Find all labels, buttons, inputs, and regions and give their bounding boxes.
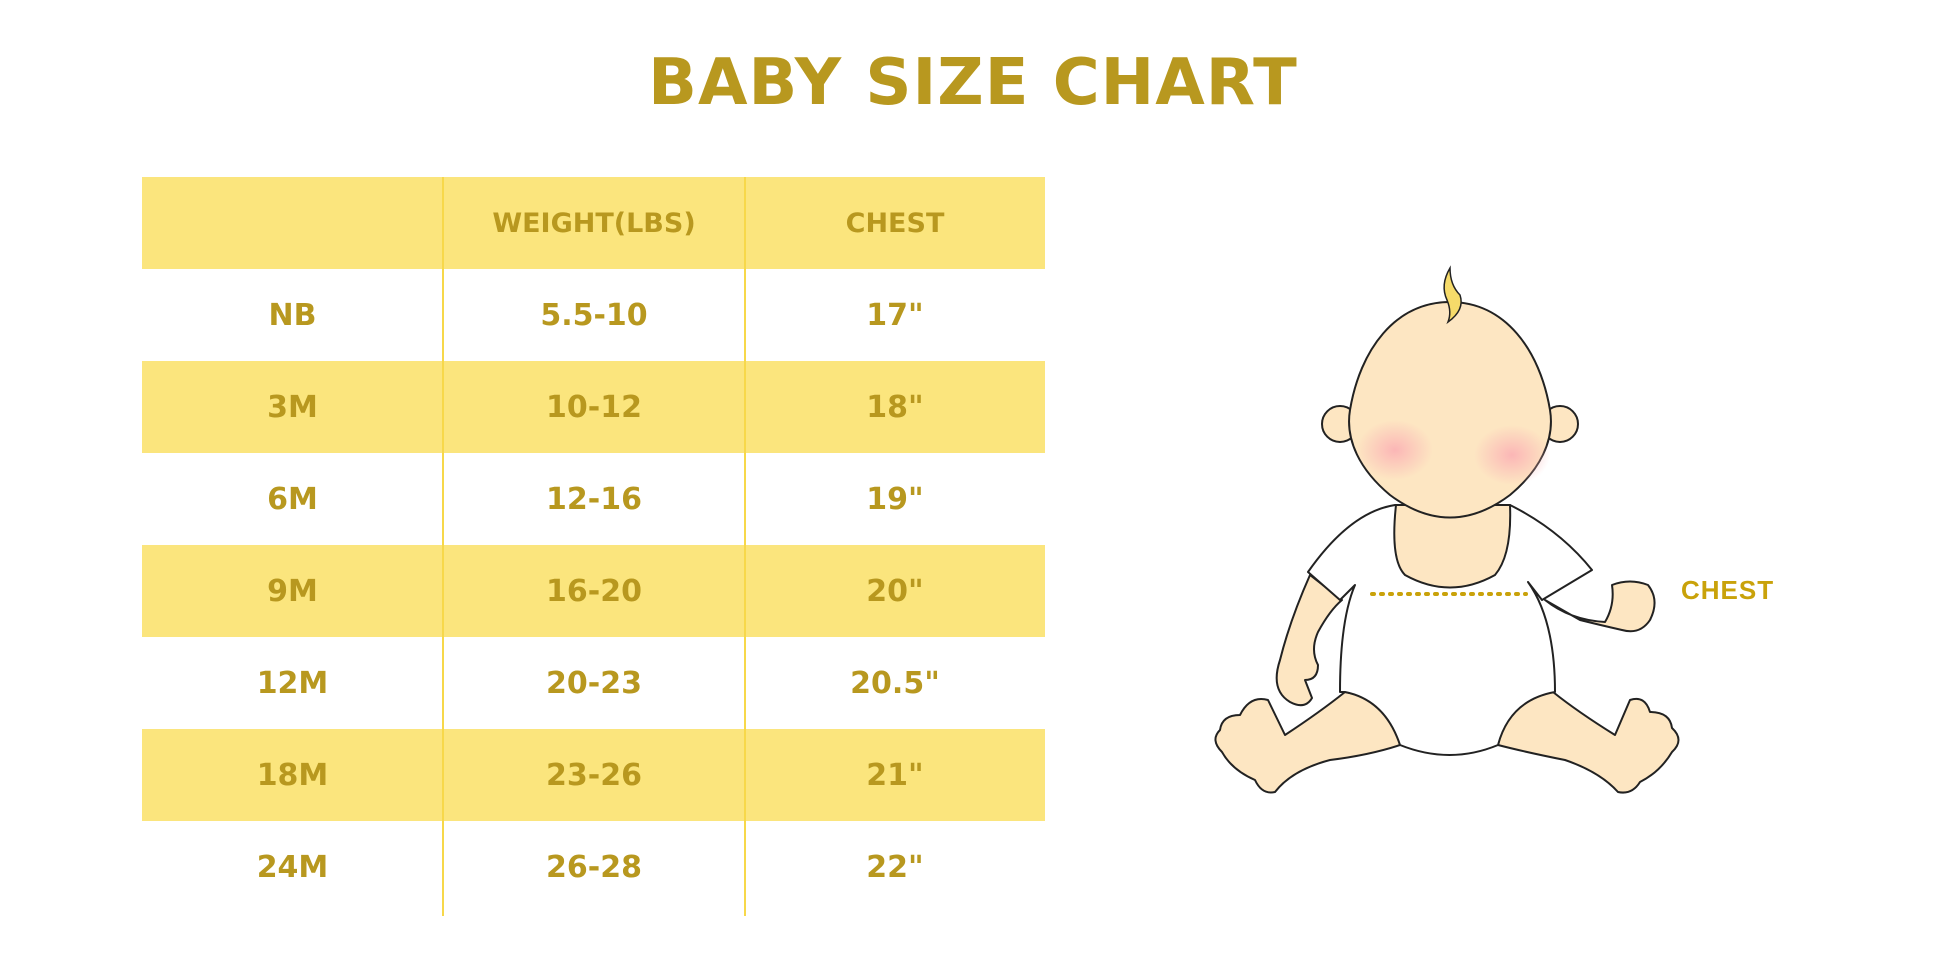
weight-cell: 16-20	[546, 573, 642, 609]
table-row: 12M 20-23 20.5"	[142, 637, 1045, 729]
column-divider	[442, 177, 444, 916]
table-row: 6M 12-16 19"	[142, 453, 1045, 545]
table-row: 24M 26-28 22"	[142, 821, 1045, 913]
size-cell: 9M	[267, 573, 318, 609]
size-table: WEIGHT(LBS) CHEST NB 5.5-10 17" 3M 10-12…	[142, 177, 1045, 913]
chest-cell: 19"	[866, 481, 924, 517]
page-title: BABY SIZE CHART	[648, 46, 1298, 120]
table-row: NB 5.5-10 17"	[142, 269, 1045, 361]
header-chest: CHEST	[845, 207, 945, 239]
weight-cell: 12-16	[546, 481, 642, 517]
size-cell: 18M	[256, 757, 329, 793]
chest-cell: 21"	[866, 757, 924, 793]
size-cell: 24M	[256, 849, 329, 885]
column-divider	[744, 177, 746, 916]
chest-cell: 18"	[866, 389, 924, 425]
weight-cell: 26-28	[546, 849, 642, 885]
table-row: 3M 10-12 18"	[142, 361, 1045, 453]
table-row: 18M 23-26 21"	[142, 729, 1045, 821]
weight-cell: 5.5-10	[540, 297, 648, 333]
table-header-row: WEIGHT(LBS) CHEST	[142, 177, 1045, 269]
table-row: 9M 16-20 20"	[142, 545, 1045, 637]
chest-cell: 20"	[866, 573, 924, 609]
chest-label: CHEST	[1681, 575, 1775, 605]
size-cell: 6M	[267, 481, 318, 517]
size-cell: NB	[268, 297, 317, 333]
weight-cell: 20-23	[546, 665, 642, 701]
size-cell: 12M	[256, 665, 329, 701]
size-cell: 3M	[267, 389, 318, 425]
chest-cell: 17"	[866, 297, 924, 333]
chest-cell: 20.5"	[850, 665, 940, 701]
header-weight: WEIGHT(LBS)	[492, 207, 696, 239]
weight-cell: 10-12	[546, 389, 642, 425]
chest-cell: 22"	[866, 849, 924, 885]
weight-cell: 23-26	[546, 757, 642, 793]
